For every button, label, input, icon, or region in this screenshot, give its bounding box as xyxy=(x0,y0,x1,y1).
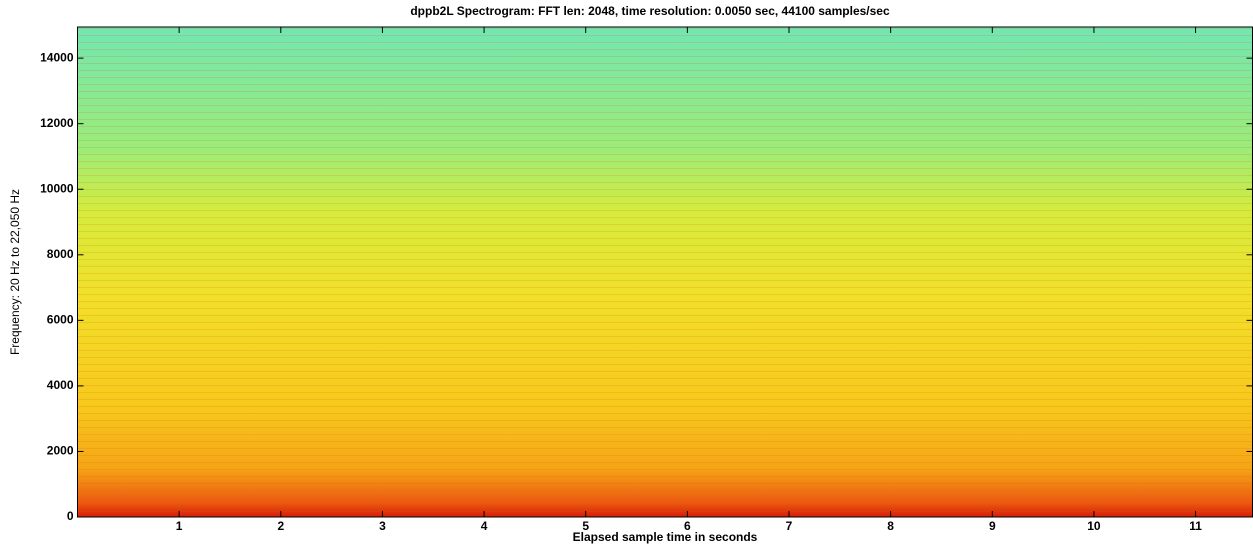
y-tick-label: 14000 xyxy=(40,50,74,64)
x-tick-label: 2 xyxy=(277,519,284,533)
x-tick-label: 7 xyxy=(786,519,793,533)
x-tick-label: 1 xyxy=(176,519,183,533)
y-tick-label: 0 xyxy=(67,509,74,523)
y-tick-label: 2000 xyxy=(47,444,74,458)
y-tick-label: 12000 xyxy=(40,116,74,130)
x-tick-label: 8 xyxy=(887,519,894,533)
chart-title: dppb2L Spectrogram: FFT len: 2048, time … xyxy=(410,4,890,18)
x-tick-label: 10 xyxy=(1087,519,1101,533)
y-tick-label: 6000 xyxy=(47,313,74,327)
plot-area xyxy=(77,26,1253,518)
y-axis-label: Frequency: 20 Hz to 22,050 Hz xyxy=(8,189,22,355)
x-tick-label: 6 xyxy=(684,519,691,533)
x-tick-label: 4 xyxy=(481,519,488,533)
spectrogram-texture xyxy=(77,27,1253,517)
x-tick-label: 3 xyxy=(379,519,386,533)
x-tick-label: 9 xyxy=(989,519,996,533)
x-tick-label: 11 xyxy=(1189,519,1202,533)
y-tick-label: 10000 xyxy=(40,181,74,195)
x-axis-label: Elapsed sample time in seconds xyxy=(573,530,758,544)
y-tick-label: 4000 xyxy=(47,378,74,392)
y-tick-label: 8000 xyxy=(47,247,74,261)
x-tick-label: 5 xyxy=(582,519,589,533)
